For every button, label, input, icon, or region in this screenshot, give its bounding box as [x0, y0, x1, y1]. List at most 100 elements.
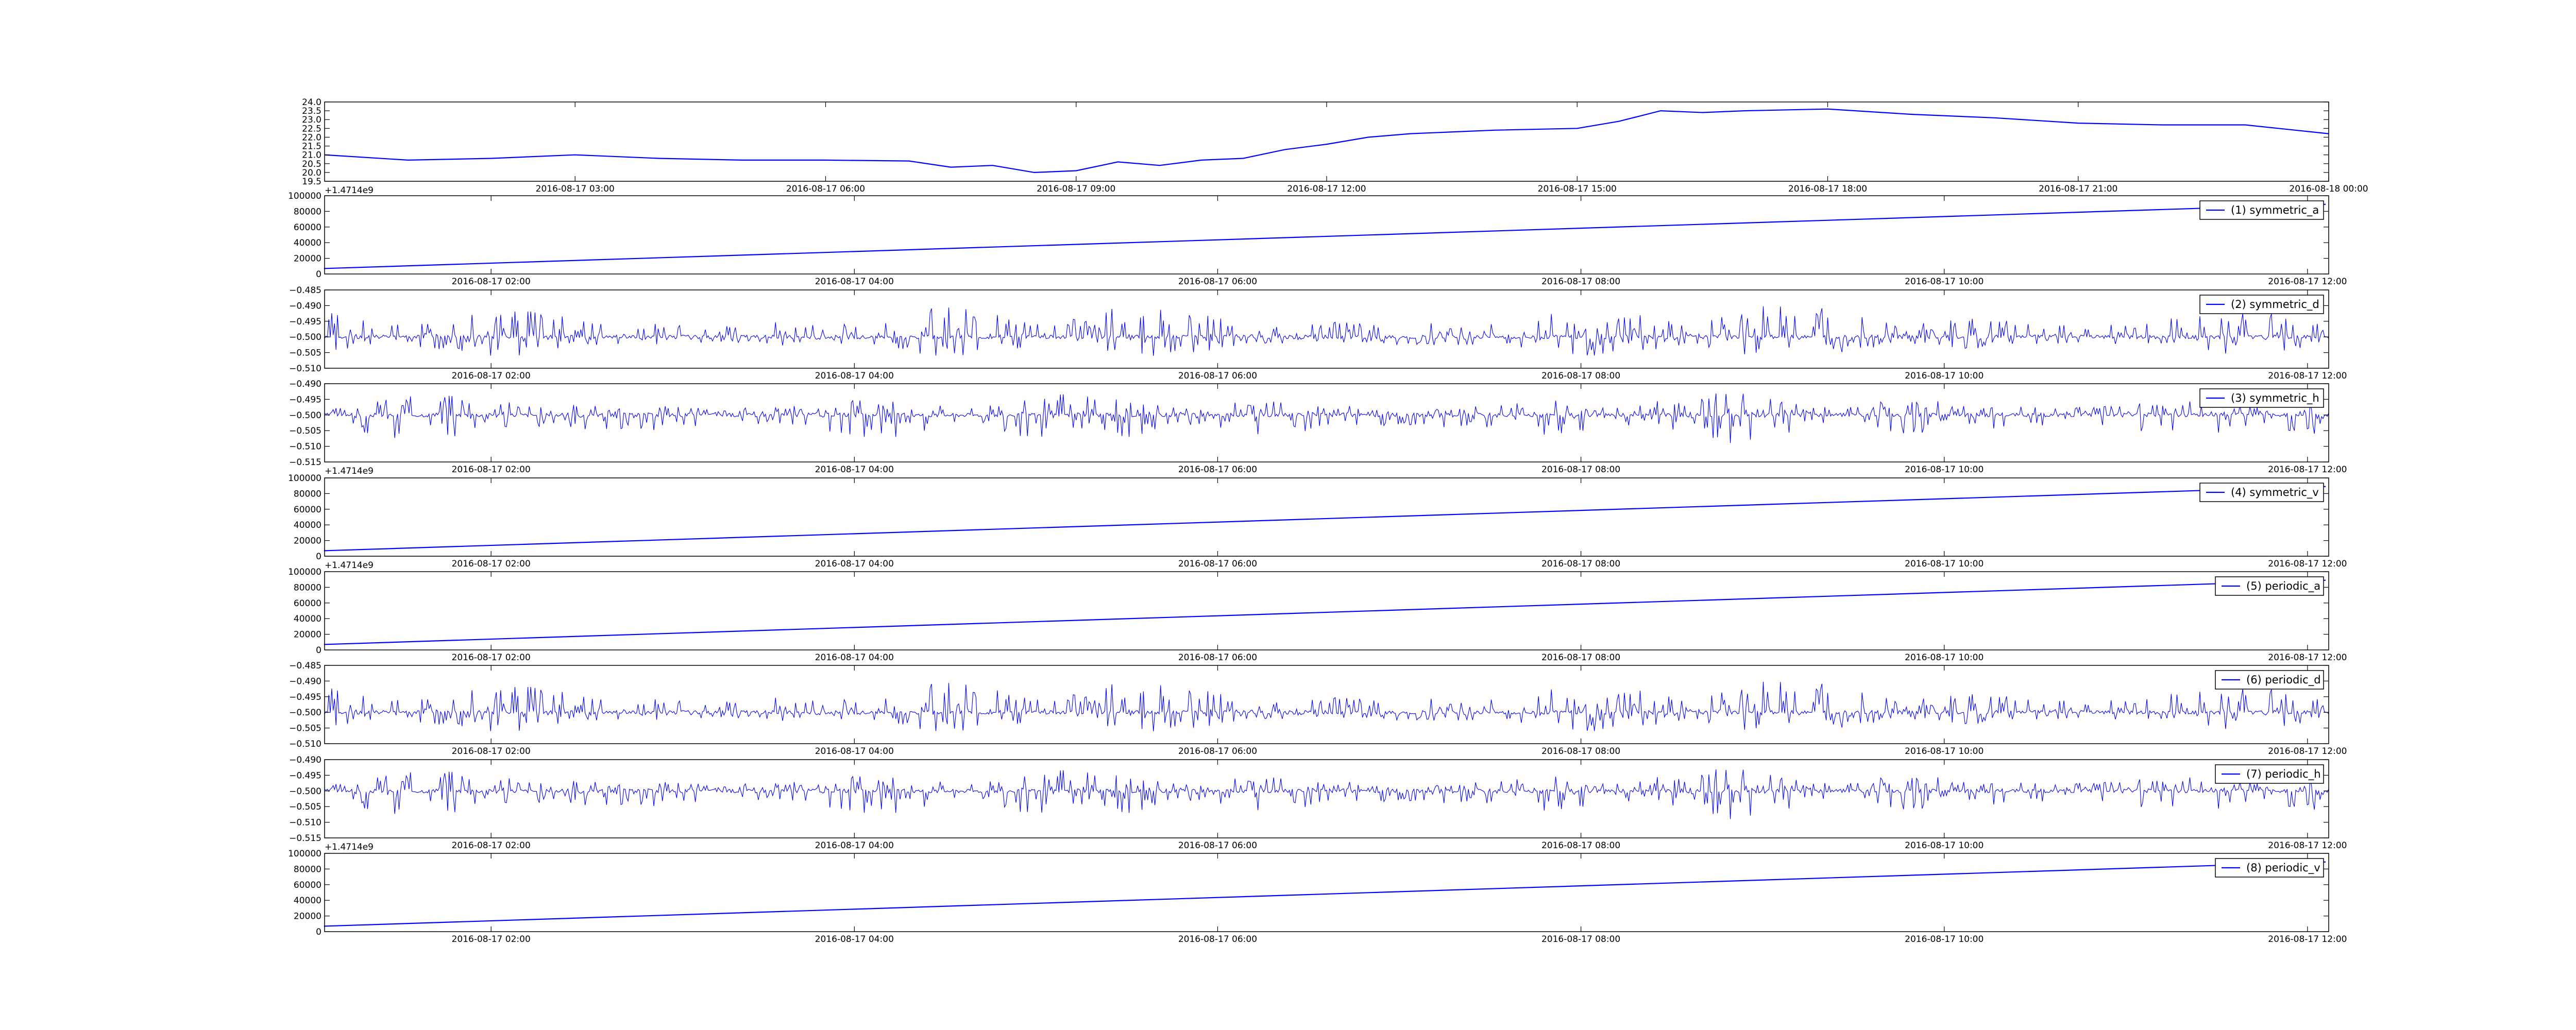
legend-label: (1) symmetric_a — [2231, 204, 2319, 217]
y-tick-label: 23.0 — [302, 115, 321, 125]
y-tick-label: −0.510 — [289, 442, 321, 452]
axes-frame — [324, 759, 2329, 838]
x-tick-label: 2016-08-17 04:00 — [815, 653, 894, 663]
y-tick-label: 60000 — [294, 880, 321, 890]
x-tick-label: 2016-08-17 08:00 — [1541, 653, 1620, 663]
x-tick-label: 2016-08-17 04:00 — [815, 559, 894, 569]
legend: (8) periodic_v — [2215, 858, 2324, 878]
x-tick-label: 2016-08-17 10:00 — [1905, 653, 1984, 663]
y-tick-label: 20000 — [294, 912, 321, 922]
legend: (1) symmetric_a — [2199, 200, 2324, 220]
legend: (6) periodic_d — [2215, 670, 2324, 690]
y-tick-label: 23.5 — [302, 106, 321, 116]
series-line — [324, 579, 2326, 645]
y-tick-label: 24.0 — [302, 97, 321, 108]
y-tick-label: −0.510 — [289, 818, 321, 828]
series-line — [324, 486, 2326, 552]
y-tick-label: −0.495 — [289, 394, 321, 405]
y-tick-label: −0.495 — [289, 692, 321, 702]
y-tick-label: −0.505 — [289, 802, 321, 812]
series-line — [324, 306, 2329, 356]
x-tick-label: 2016-08-17 12:00 — [2268, 746, 2347, 757]
panel-2: 0 20000 40000 60000 80000 100000 2016-08-17 02… — [288, 191, 2347, 287]
y-tick-label: 100000 — [288, 191, 321, 201]
y-tick-label: −0.490 — [289, 379, 321, 389]
x-tick-label: 2016-08-17 04:00 — [815, 840, 894, 851]
x-tick-label: 2016-08-17 08:00 — [1541, 559, 1620, 569]
y-tick-label: −0.510 — [289, 739, 321, 749]
x-tick-label: 2016-08-17 02:00 — [452, 277, 531, 287]
y-tick-label: 80000 — [294, 582, 321, 593]
panel-9: 0 20000 40000 60000 80000 100000 2016-08-17 02… — [288, 849, 2347, 945]
y-tick-label: −0.515 — [289, 457, 321, 468]
x-tick-label: 2016-08-17 02:00 — [452, 840, 531, 851]
axes-frame — [324, 383, 2329, 462]
x-tick-label: 2016-08-17 12:00 — [2268, 277, 2347, 287]
x-tick-label: 2016-08-17 12:00 — [2268, 465, 2347, 475]
y-tick-label: −0.500 — [289, 332, 321, 342]
y-tick-label: 0 — [316, 269, 321, 280]
panel-1: 19.520.020.521.021.522.022.523.023.524.0… — [302, 97, 2368, 196]
x-tick-label: 2016-08-17 02:00 — [452, 559, 531, 569]
axes-frame — [324, 101, 2329, 182]
x-offset-label: +1.4714e9 — [325, 560, 374, 571]
y-tick-label: −0.510 — [289, 364, 321, 374]
x-tick-label: 2016-08-17 08:00 — [1541, 465, 1620, 475]
x-tick-label: 2016-08-17 12:00 — [2268, 653, 2347, 663]
legend: (4) symmetric_v — [2199, 483, 2324, 502]
x-tick-label: 2016-08-18 00:00 — [2289, 184, 2368, 194]
x-tick-label: 2016-08-17 09:00 — [1037, 184, 1115, 194]
y-tick-label: 80000 — [294, 489, 321, 499]
y-tick-label: 80000 — [294, 864, 321, 874]
y-tick-label: 100000 — [288, 473, 321, 484]
series-line — [324, 769, 2329, 819]
series-line — [324, 108, 2329, 174]
panel-5: 0 20000 40000 60000 80000 100000 2016-08-17 02… — [288, 473, 2347, 571]
legend: (2) symmetric_d — [2199, 295, 2324, 314]
x-tick-label: 2016-08-17 02:00 — [452, 465, 531, 475]
y-tick-label: 21.5 — [302, 142, 321, 152]
x-tick-label: 2016-08-17 06:00 — [786, 184, 865, 194]
x-tick-label: 2016-08-17 10:00 — [1905, 840, 1984, 851]
y-tick-label: 40000 — [294, 614, 321, 624]
y-tick-label: 20000 — [294, 630, 321, 640]
panel-3: −0.510 −0.505 −0.500 −0.495 −0.490 −0.485 2016… — [289, 285, 2347, 381]
x-tick-label: 2016-08-17 06:00 — [1178, 840, 1257, 851]
legend-label: (3) symmetric_h — [2231, 392, 2319, 405]
x-tick-label: 2016-08-17 10:00 — [1905, 371, 1984, 381]
y-tick-label: −0.500 — [289, 410, 321, 421]
y-tick-label: 40000 — [294, 896, 321, 906]
y-tick-label: −0.495 — [289, 770, 321, 781]
y-tick-label: 21.0 — [302, 150, 321, 161]
y-tick-label: 0 — [316, 645, 321, 656]
y-tick-label: 60000 — [294, 222, 321, 233]
x-tick-label: 2016-08-17 21:00 — [2039, 184, 2117, 194]
y-tick-label: −0.500 — [289, 786, 321, 797]
series-line — [324, 861, 2326, 927]
y-tick-label: 20.5 — [302, 159, 321, 169]
x-offset-label: +1.4714e9 — [325, 466, 374, 476]
x-tick-label: 2016-08-17 08:00 — [1541, 277, 1620, 287]
series-line — [324, 203, 2326, 269]
y-tick-label: −0.500 — [289, 708, 321, 718]
axes-frame — [324, 195, 2329, 274]
y-tick-label: −0.485 — [289, 661, 321, 671]
x-tick-label: 2016-08-17 02:00 — [452, 934, 531, 945]
y-tick-label: −0.505 — [289, 348, 321, 358]
x-tick-label: 2016-08-17 06:00 — [1178, 746, 1257, 757]
y-tick-label: 100000 — [288, 849, 321, 859]
panel-6: 0 20000 40000 60000 80000 100000 2016-08-17 02… — [288, 567, 2347, 663]
axes-frame — [324, 571, 2329, 650]
x-tick-label: 2016-08-17 06:00 — [1178, 934, 1257, 945]
y-tick-label: 22.5 — [302, 124, 321, 134]
y-tick-label: 80000 — [294, 207, 321, 217]
y-tick-label: 100000 — [288, 567, 321, 577]
x-tick-label: 2016-08-17 02:00 — [452, 653, 531, 663]
legend-label: (7) periodic_h — [2246, 768, 2321, 781]
x-tick-label: 2016-08-17 12:00 — [2268, 371, 2347, 381]
legend: (3) symmetric_h — [2199, 388, 2324, 408]
x-tick-label: 2016-08-17 08:00 — [1541, 840, 1620, 851]
axes-frame — [324, 477, 2329, 557]
x-offset-label: +1.4714e9 — [325, 842, 374, 852]
